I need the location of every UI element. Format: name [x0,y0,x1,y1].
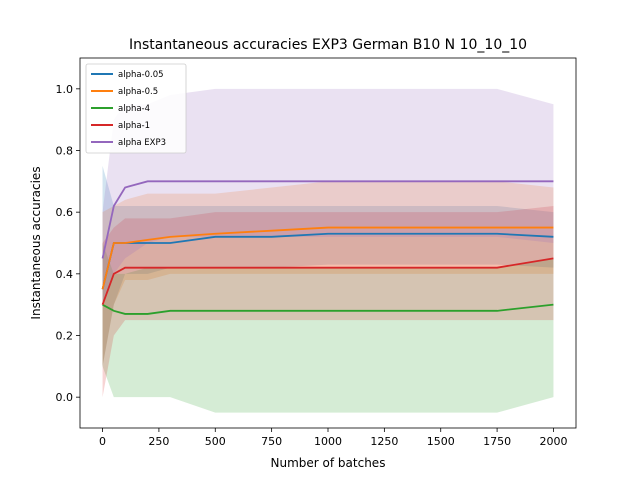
chart-title: Instantaneous accuracies EXP3 German B10… [129,37,527,53]
y-tick-label-3: 0.6 [56,206,74,219]
x-axis-label: Number of batches [271,456,386,470]
legend-label-2: alpha-4 [118,104,150,114]
y-axis-label: Instantaneous accuracies [29,166,43,319]
y-tick-label-5: 1.0 [56,83,74,96]
x-tick-label-4: 1000 [314,435,342,448]
x-tick-label-2: 500 [205,435,226,448]
x-axis: 0 250 500 750 1000 1250 1500 1750 2000 [99,428,567,448]
x-tick-label-0: 0 [99,435,106,448]
line-series-2 [102,303,554,315]
y-tick-label-2: 0.4 [56,268,74,281]
legend: alpha-0.05 alpha-0.5 alpha-4 alpha-1 alpha E… [85,63,187,154]
line-series-4 [101,180,554,259]
series-bands [102,88,554,413]
band-series-0 [102,165,554,367]
x-tick-label-8: 2000 [539,435,567,448]
line-series-3 [101,257,554,305]
band-series-2 [102,243,554,413]
y-tick-label-4: 0.8 [56,145,74,158]
y-axis: 0.0 0.2 0.4 0.6 0.8 1.0 [56,83,80,404]
legend-label-3: alpha-1 [118,121,150,131]
y-tick-label-0: 0.0 [56,391,74,404]
legend-box [85,63,187,154]
legend-label-1: alpha-0.5 [118,87,158,97]
legend-label-0: alpha-0.05 [118,70,164,80]
x-tick-label-6: 1500 [427,435,455,448]
y-tick-label-1: 0.2 [56,330,74,343]
x-tick-label-5: 1250 [370,435,398,448]
line-series-1 [101,226,554,290]
x-tick-label-1: 250 [148,435,169,448]
legend-label-4: alpha EXP3 [118,138,166,148]
band-series-4 [102,88,554,305]
x-tick-label-7: 1750 [483,435,511,448]
x-tick-label-3: 750 [261,435,282,448]
band-series-3 [102,206,554,398]
series-lines [101,180,554,315]
